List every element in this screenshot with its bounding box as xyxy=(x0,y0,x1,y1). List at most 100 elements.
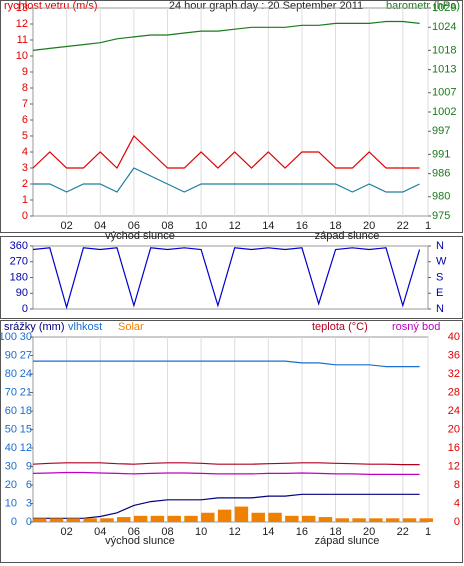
y-tick-label: 0 xyxy=(454,516,460,528)
x-tick-label: 1 xyxy=(425,220,431,232)
y-tick-label: 9 xyxy=(26,460,32,472)
solar-bar xyxy=(234,506,249,522)
y-tick-label: 100 xyxy=(0,331,17,343)
solar-bar xyxy=(100,518,114,522)
solar-bar xyxy=(268,512,282,522)
series-line xyxy=(32,462,420,466)
legend-entry: rosný bod xyxy=(392,321,440,333)
solar-bar xyxy=(285,515,299,522)
solar-bar xyxy=(318,517,333,522)
y-tick-label: 11 xyxy=(17,34,28,46)
x-tick-label: 16 xyxy=(296,220,308,232)
y-tick-label: 0 xyxy=(11,516,17,528)
y-tick-label: 10 xyxy=(16,50,28,62)
y-tick-label: 6 xyxy=(22,114,28,126)
x-tick-label: 16 xyxy=(296,526,308,538)
x-tick-label: 04 xyxy=(94,526,106,538)
y-tick-label: 21 xyxy=(20,386,32,398)
annotation: západ slunce xyxy=(315,535,380,547)
x-tick-label: 02 xyxy=(60,220,72,232)
direction-panel xyxy=(0,236,463,319)
y-tick-label: 80 xyxy=(5,368,17,380)
x-tick-label: 14 xyxy=(262,526,274,538)
y-tick-label: 997 xyxy=(432,125,450,137)
legend-entry: srážky (mm) xyxy=(4,321,65,333)
y-tick-label: 991 xyxy=(432,148,450,160)
y-tick-label: 4 xyxy=(454,497,460,509)
y-tick-label: 986 xyxy=(432,168,450,180)
annotation: východ slunce xyxy=(105,535,175,547)
y-tick-label: 90 xyxy=(16,287,28,299)
solar-bar xyxy=(201,512,215,522)
y-tick-label: 0 xyxy=(22,303,28,315)
y-tick-label: 1013 xyxy=(432,64,456,76)
y-tick-label: 12 xyxy=(20,442,32,454)
y-tick-label: 15 xyxy=(20,423,32,435)
y-tick-label: 1007 xyxy=(432,87,456,99)
y-tick-label: 24 xyxy=(448,405,460,417)
y-tick-label: 30 xyxy=(5,460,17,472)
y-tick-label: 360 xyxy=(10,240,28,252)
solar-bar xyxy=(150,515,165,522)
y-tick-label: 13 xyxy=(16,2,28,14)
y-tick-label: 18 xyxy=(20,405,32,417)
y-tick-label: 36 xyxy=(448,349,460,361)
solar-bar xyxy=(251,512,265,522)
y-tick-label: 4 xyxy=(22,146,28,158)
y-tick-label: E xyxy=(436,287,443,299)
y-tick-label: 50 xyxy=(5,423,17,435)
chart-title: 24 hour graph day : 20 September 2011 xyxy=(169,0,363,12)
y-tick-label: 270 xyxy=(10,256,28,268)
annotation: východ slunce xyxy=(105,230,175,242)
y-tick-label: 32 xyxy=(448,368,460,380)
y-tick-label: 8 xyxy=(22,82,28,94)
series-line xyxy=(32,471,420,475)
x-tick-label: 08 xyxy=(161,220,173,232)
y-tick-label: 0 xyxy=(22,210,28,222)
barometer-label: barometr (hPa) xyxy=(386,0,460,12)
series-line xyxy=(32,135,420,169)
y-tick-label: 27 xyxy=(20,349,32,361)
solar-bar xyxy=(184,515,198,522)
series-line xyxy=(33,167,420,193)
y-tick-label: 980 xyxy=(432,191,450,203)
y-tick-label: 60 xyxy=(5,405,17,417)
y-tick-label: 180 xyxy=(10,271,28,283)
y-tick-label: 0 xyxy=(26,516,32,528)
y-tick-label: 1002 xyxy=(432,106,456,118)
y-tick-label: 1029 xyxy=(432,2,456,14)
y-tick-label: 2 xyxy=(22,178,28,190)
y-tick-label: 12 xyxy=(16,18,28,30)
y-tick-label: 20 xyxy=(448,423,460,435)
x-tick-label: 22 xyxy=(397,526,409,538)
solar-bar xyxy=(385,518,400,522)
solar-bar xyxy=(66,518,81,522)
y-tick-label: 12 xyxy=(448,460,460,472)
x-tick-label: 18 xyxy=(329,220,341,232)
y-tick-label: 6 xyxy=(26,479,32,491)
series-line xyxy=(32,247,421,310)
y-tick-label: 1 xyxy=(22,194,28,206)
y-tick-label: 7 xyxy=(22,98,28,110)
solar-bar xyxy=(217,509,232,522)
solar-bar xyxy=(133,515,148,522)
y-tick-label: 8 xyxy=(454,479,460,491)
y-tick-label: N xyxy=(436,240,444,252)
x-tick-label: 12 xyxy=(229,526,241,538)
y-tick-label: W xyxy=(436,256,447,268)
y-tick-label: 1018 xyxy=(432,44,456,56)
y-tick-label: 5 xyxy=(22,130,28,142)
solar-bar xyxy=(117,517,131,522)
y-tick-label: 10 xyxy=(5,497,17,509)
y-tick-label: 40 xyxy=(448,331,460,343)
x-tick-label: 12 xyxy=(229,220,241,232)
x-tick-label: 04 xyxy=(94,220,106,232)
legend-entry: Solar xyxy=(118,321,144,333)
x-tick-label: 06 xyxy=(128,526,140,538)
solar-bar xyxy=(167,515,181,522)
x-tick-label: 08 xyxy=(161,526,173,538)
wind-label: rychlost vetru (m/s) xyxy=(4,0,98,12)
y-tick-label: 30 xyxy=(20,331,32,343)
